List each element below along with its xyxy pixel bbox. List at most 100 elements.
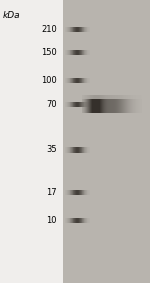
FancyBboxPatch shape bbox=[117, 95, 118, 99]
FancyBboxPatch shape bbox=[80, 27, 81, 32]
FancyBboxPatch shape bbox=[80, 78, 81, 83]
FancyBboxPatch shape bbox=[68, 102, 69, 107]
FancyBboxPatch shape bbox=[70, 190, 71, 195]
FancyBboxPatch shape bbox=[86, 99, 87, 113]
FancyBboxPatch shape bbox=[77, 27, 78, 32]
FancyBboxPatch shape bbox=[81, 218, 82, 223]
FancyBboxPatch shape bbox=[82, 27, 83, 32]
FancyBboxPatch shape bbox=[75, 190, 76, 195]
FancyBboxPatch shape bbox=[104, 95, 105, 99]
FancyBboxPatch shape bbox=[88, 95, 89, 99]
FancyBboxPatch shape bbox=[121, 99, 122, 113]
FancyBboxPatch shape bbox=[68, 218, 69, 223]
FancyBboxPatch shape bbox=[89, 95, 90, 99]
FancyBboxPatch shape bbox=[103, 99, 104, 113]
FancyBboxPatch shape bbox=[74, 218, 75, 223]
FancyBboxPatch shape bbox=[63, 0, 150, 283]
FancyBboxPatch shape bbox=[75, 27, 76, 32]
FancyBboxPatch shape bbox=[108, 99, 109, 113]
FancyBboxPatch shape bbox=[87, 27, 88, 32]
FancyBboxPatch shape bbox=[116, 99, 117, 113]
Text: 150: 150 bbox=[41, 48, 57, 57]
FancyBboxPatch shape bbox=[90, 95, 91, 99]
FancyBboxPatch shape bbox=[85, 99, 86, 113]
FancyBboxPatch shape bbox=[92, 99, 93, 113]
FancyBboxPatch shape bbox=[87, 95, 88, 99]
FancyBboxPatch shape bbox=[81, 102, 82, 107]
FancyBboxPatch shape bbox=[66, 27, 67, 32]
FancyBboxPatch shape bbox=[93, 99, 94, 113]
FancyBboxPatch shape bbox=[87, 99, 88, 113]
FancyBboxPatch shape bbox=[80, 50, 81, 55]
FancyBboxPatch shape bbox=[70, 78, 71, 83]
FancyBboxPatch shape bbox=[85, 27, 86, 32]
FancyBboxPatch shape bbox=[84, 147, 85, 153]
FancyBboxPatch shape bbox=[70, 50, 71, 55]
FancyBboxPatch shape bbox=[100, 95, 101, 99]
FancyBboxPatch shape bbox=[84, 218, 85, 223]
FancyBboxPatch shape bbox=[102, 95, 103, 99]
FancyBboxPatch shape bbox=[85, 190, 86, 195]
FancyBboxPatch shape bbox=[86, 50, 87, 55]
FancyBboxPatch shape bbox=[68, 50, 69, 55]
FancyBboxPatch shape bbox=[85, 218, 86, 223]
FancyBboxPatch shape bbox=[87, 190, 88, 195]
FancyBboxPatch shape bbox=[112, 99, 113, 113]
FancyBboxPatch shape bbox=[108, 95, 109, 99]
FancyBboxPatch shape bbox=[74, 50, 75, 55]
FancyBboxPatch shape bbox=[90, 99, 91, 113]
FancyBboxPatch shape bbox=[77, 190, 78, 195]
FancyBboxPatch shape bbox=[105, 95, 106, 99]
FancyBboxPatch shape bbox=[79, 102, 80, 107]
FancyBboxPatch shape bbox=[74, 147, 75, 153]
FancyBboxPatch shape bbox=[127, 99, 128, 113]
FancyBboxPatch shape bbox=[96, 99, 97, 113]
FancyBboxPatch shape bbox=[72, 190, 73, 195]
FancyBboxPatch shape bbox=[72, 218, 73, 223]
FancyBboxPatch shape bbox=[76, 218, 77, 223]
FancyBboxPatch shape bbox=[78, 27, 79, 32]
FancyBboxPatch shape bbox=[115, 95, 116, 99]
FancyBboxPatch shape bbox=[70, 147, 71, 153]
FancyBboxPatch shape bbox=[80, 147, 81, 153]
FancyBboxPatch shape bbox=[106, 99, 107, 113]
FancyBboxPatch shape bbox=[115, 99, 116, 113]
FancyBboxPatch shape bbox=[86, 78, 87, 83]
FancyBboxPatch shape bbox=[76, 27, 77, 32]
FancyBboxPatch shape bbox=[75, 50, 76, 55]
FancyBboxPatch shape bbox=[77, 78, 78, 83]
FancyBboxPatch shape bbox=[82, 102, 83, 107]
FancyBboxPatch shape bbox=[73, 78, 74, 83]
FancyBboxPatch shape bbox=[86, 95, 87, 99]
FancyBboxPatch shape bbox=[94, 95, 95, 99]
FancyBboxPatch shape bbox=[79, 218, 80, 223]
FancyBboxPatch shape bbox=[73, 218, 74, 223]
FancyBboxPatch shape bbox=[84, 50, 85, 55]
FancyBboxPatch shape bbox=[76, 78, 77, 83]
FancyBboxPatch shape bbox=[77, 50, 78, 55]
FancyBboxPatch shape bbox=[81, 50, 82, 55]
FancyBboxPatch shape bbox=[72, 147, 73, 153]
FancyBboxPatch shape bbox=[70, 218, 71, 223]
FancyBboxPatch shape bbox=[82, 190, 83, 195]
FancyBboxPatch shape bbox=[107, 99, 108, 113]
FancyBboxPatch shape bbox=[87, 218, 88, 223]
FancyBboxPatch shape bbox=[114, 95, 115, 99]
FancyBboxPatch shape bbox=[86, 190, 87, 195]
FancyBboxPatch shape bbox=[86, 27, 87, 32]
FancyBboxPatch shape bbox=[129, 99, 130, 113]
FancyBboxPatch shape bbox=[93, 95, 94, 99]
FancyBboxPatch shape bbox=[86, 102, 87, 107]
FancyBboxPatch shape bbox=[125, 95, 126, 99]
FancyBboxPatch shape bbox=[95, 99, 96, 113]
FancyBboxPatch shape bbox=[135, 99, 136, 113]
FancyBboxPatch shape bbox=[83, 102, 84, 107]
FancyBboxPatch shape bbox=[74, 78, 75, 83]
FancyBboxPatch shape bbox=[86, 218, 87, 223]
FancyBboxPatch shape bbox=[126, 99, 127, 113]
FancyBboxPatch shape bbox=[66, 147, 67, 153]
FancyBboxPatch shape bbox=[75, 78, 76, 83]
FancyBboxPatch shape bbox=[123, 99, 124, 113]
FancyBboxPatch shape bbox=[83, 50, 84, 55]
FancyBboxPatch shape bbox=[76, 190, 77, 195]
